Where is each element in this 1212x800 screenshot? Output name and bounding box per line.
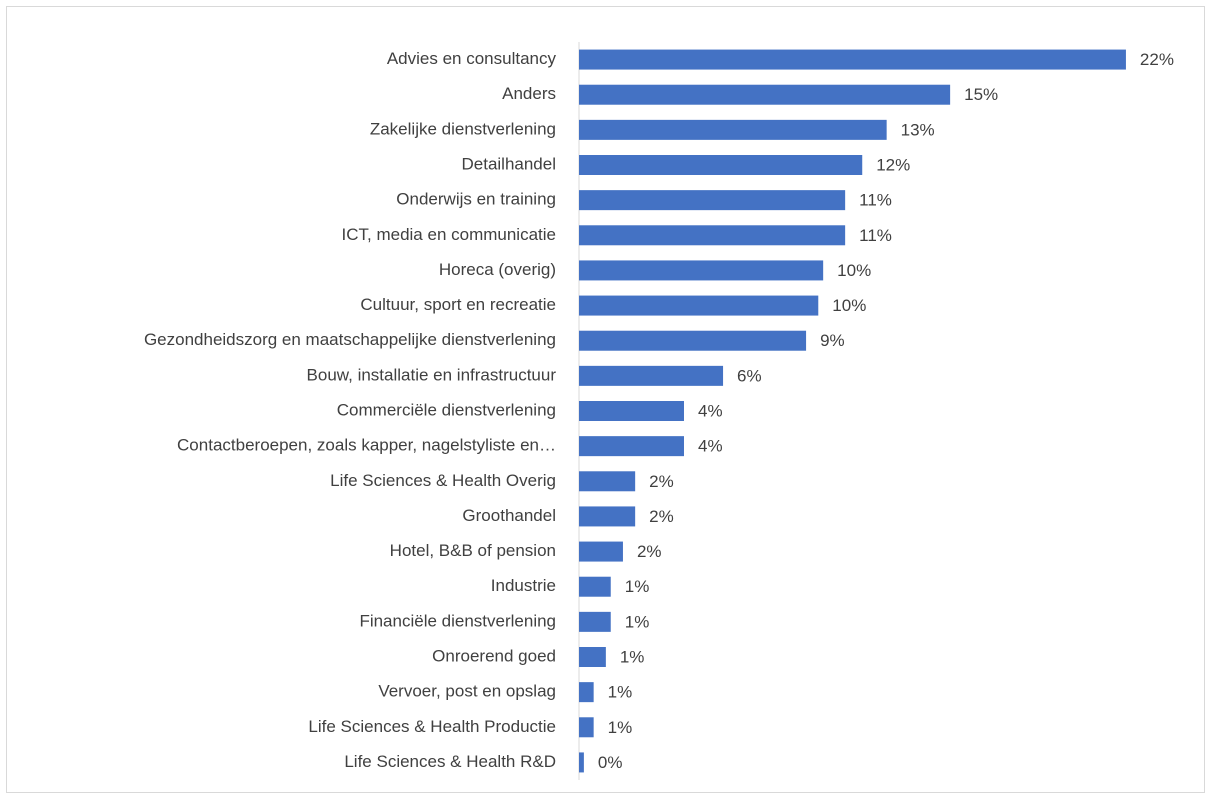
bar xyxy=(579,190,846,211)
bar xyxy=(579,717,594,738)
y-tick-label: Anders xyxy=(502,84,556,103)
bar xyxy=(579,506,636,527)
y-tick-label: Zakelijke dienstverlening xyxy=(370,119,556,138)
value-label: 2% xyxy=(649,472,674,491)
value-label: 1% xyxy=(608,683,633,702)
value-label: 22% xyxy=(1140,50,1174,69)
bar xyxy=(579,471,636,492)
bar xyxy=(579,752,584,773)
bar xyxy=(579,225,846,246)
y-tick-label: Financiële dienstverlening xyxy=(359,611,556,630)
value-label: 10% xyxy=(832,296,866,315)
value-label: 2% xyxy=(637,542,662,561)
y-tick-label: Industrie xyxy=(491,576,556,595)
value-label: 0% xyxy=(598,753,623,772)
bar xyxy=(579,647,606,667)
y-tick-label: Detailhandel xyxy=(461,154,556,173)
y-tick-label: Onroerend goed xyxy=(432,646,556,665)
bar xyxy=(579,365,724,386)
y-tick-label: Life Sciences & Health Overig xyxy=(330,471,556,490)
y-tick-label: Gezondheidszorg en maatschappelijke dien… xyxy=(144,330,556,349)
y-tick-label: Cultuur, sport en recreatie xyxy=(360,295,556,314)
y-tick-label: Advies en consultancy xyxy=(387,49,557,68)
bar xyxy=(579,330,807,351)
y-tick-label: Vervoer, post en opslag xyxy=(378,682,556,701)
value-label: 4% xyxy=(698,401,723,420)
bar xyxy=(579,682,594,703)
y-tick-label: Hotel, B&B of pension xyxy=(390,541,556,560)
bar xyxy=(579,49,1126,70)
value-label: 13% xyxy=(901,120,935,139)
bar xyxy=(579,611,611,632)
bar xyxy=(579,155,863,175)
value-label: 1% xyxy=(620,647,645,666)
bar xyxy=(579,260,824,281)
y-tick-label: Onderwijs en training xyxy=(396,190,556,209)
value-label: 10% xyxy=(837,261,871,280)
value-label: 1% xyxy=(625,577,650,596)
value-label: 11% xyxy=(859,226,892,245)
bar xyxy=(579,119,887,140)
y-tick-label: Life Sciences & Health R&D xyxy=(344,752,556,771)
y-tick-label: ICT, media en communicatie xyxy=(342,225,556,244)
value-label: 4% xyxy=(698,437,723,456)
value-label: 1% xyxy=(625,612,650,631)
y-tick-label: Groothandel xyxy=(462,506,556,525)
bar xyxy=(579,541,623,562)
value-label: 12% xyxy=(876,155,910,174)
y-tick-label: Commerciële dienstverlening xyxy=(337,400,556,419)
value-label: 2% xyxy=(649,507,674,526)
value-label: 15% xyxy=(964,85,998,104)
value-label: 6% xyxy=(737,366,762,385)
bar xyxy=(579,84,951,105)
value-label: 1% xyxy=(608,718,633,737)
bar xyxy=(579,295,819,316)
y-tick-label: Life Sciences & Health Productie xyxy=(308,717,556,736)
bar xyxy=(579,401,684,421)
y-tick-label: Bouw, installatie en infrastructuur xyxy=(307,365,557,384)
y-tick-label: Horeca (overig) xyxy=(439,260,556,279)
value-label: 11% xyxy=(859,191,892,210)
y-tick-label: Contactberoepen, zoals kapper, nagelstyl… xyxy=(177,436,556,455)
value-label: 9% xyxy=(820,331,845,350)
bar xyxy=(579,576,611,597)
bar xyxy=(579,436,684,457)
